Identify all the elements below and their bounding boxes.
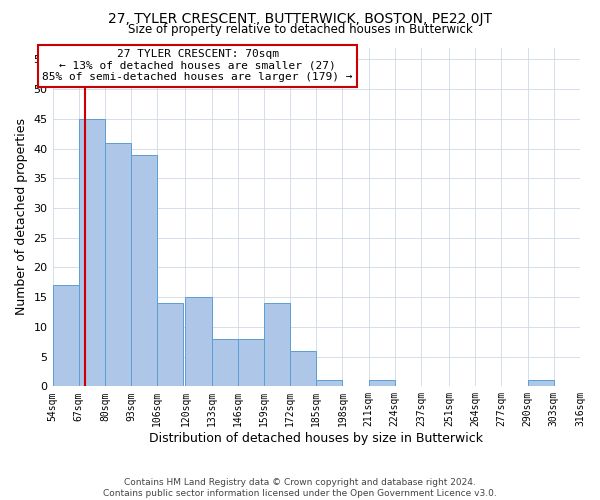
Bar [79, 119, 105, 386]
Bar [527, 380, 554, 386]
Text: Contains HM Land Registry data © Crown copyright and database right 2024.
Contai: Contains HM Land Registry data © Crown c… [103, 478, 497, 498]
Bar [157, 303, 184, 386]
X-axis label: Distribution of detached houses by size in Butterwick: Distribution of detached houses by size … [149, 432, 483, 445]
Bar [316, 380, 343, 386]
Bar [53, 286, 79, 386]
Bar [238, 339, 264, 386]
Y-axis label: Number of detached properties: Number of detached properties [15, 118, 28, 316]
Text: 27 TYLER CRESCENT: 70sqm
← 13% of detached houses are smaller (27)
85% of semi-d: 27 TYLER CRESCENT: 70sqm ← 13% of detach… [43, 49, 353, 82]
Text: Size of property relative to detached houses in Butterwick: Size of property relative to detached ho… [128, 22, 472, 36]
Bar [185, 297, 212, 386]
Bar [105, 142, 131, 386]
Bar [131, 154, 157, 386]
Bar [264, 303, 290, 386]
Bar [580, 380, 600, 386]
Bar [290, 350, 316, 386]
Bar [212, 339, 238, 386]
Bar [368, 380, 395, 386]
Text: 27, TYLER CRESCENT, BUTTERWICK, BOSTON, PE22 0JT: 27, TYLER CRESCENT, BUTTERWICK, BOSTON, … [108, 12, 492, 26]
